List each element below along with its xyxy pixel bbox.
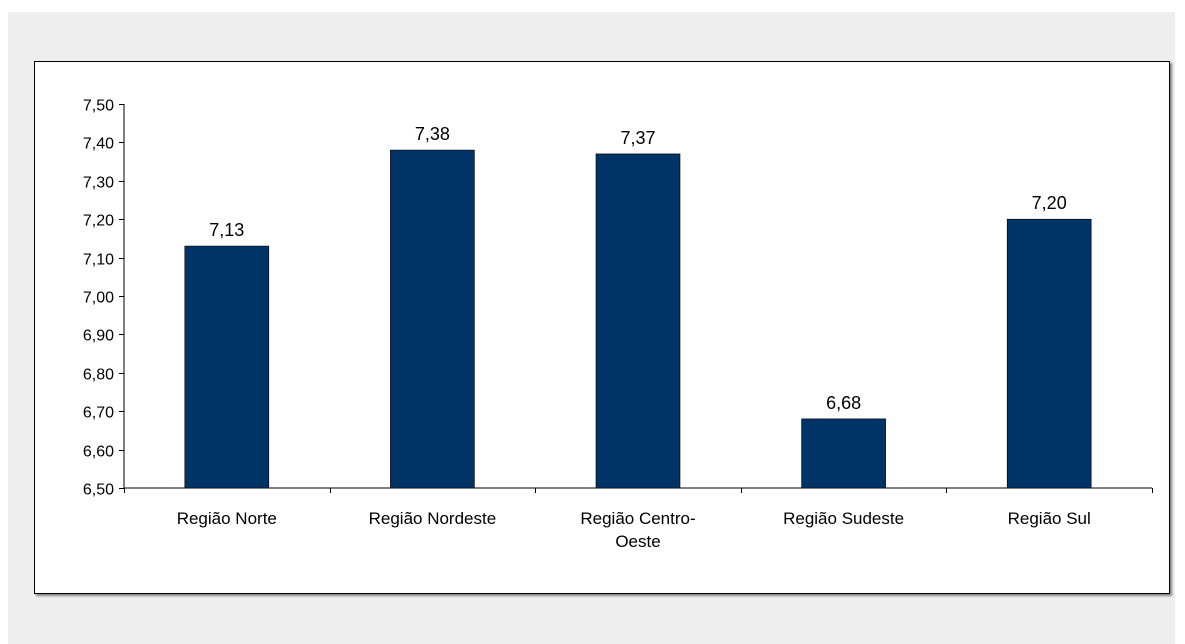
x-category-label: Oeste xyxy=(615,532,660,551)
y-tick-label: 6,70 xyxy=(83,405,114,422)
x-category-label: Região Sul xyxy=(1008,509,1091,528)
y-tick-label: 7,50 xyxy=(83,98,114,115)
y-tick-label: 7,40 xyxy=(83,136,114,153)
bar xyxy=(595,153,681,489)
bar xyxy=(390,149,475,489)
x-category-label: Região Norte xyxy=(177,509,277,528)
y-tick-label: 7,30 xyxy=(83,175,114,192)
y-tick-label: 6,90 xyxy=(83,328,114,345)
y-tick-label: 6,60 xyxy=(83,444,114,461)
y-tick-label: 6,80 xyxy=(83,367,114,384)
data-label: 7,38 xyxy=(415,124,450,144)
y-tick-label: 6,50 xyxy=(83,482,114,499)
y-tick-label: 7,20 xyxy=(83,213,114,230)
x-category-label: Região Sudeste xyxy=(783,509,904,528)
x-category-label: Região Nordeste xyxy=(369,509,497,528)
bar xyxy=(1006,218,1092,489)
data-label: 7,20 xyxy=(1032,193,1067,213)
data-label: 7,37 xyxy=(620,128,655,148)
data-label: 7,13 xyxy=(209,220,244,240)
data-label: 6,68 xyxy=(826,393,861,413)
bar xyxy=(801,418,886,489)
y-tick-label: 7,10 xyxy=(83,252,114,269)
x-category-label: Região Centro- xyxy=(580,509,695,528)
bar xyxy=(184,245,270,489)
y-tick-label: 7,00 xyxy=(83,290,114,307)
